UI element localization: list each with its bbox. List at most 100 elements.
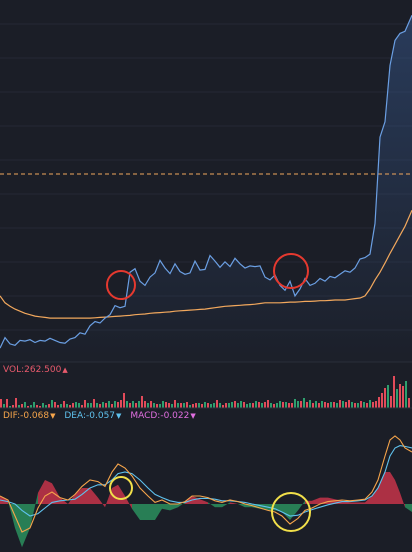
highlight-circle-yellow — [109, 476, 133, 500]
volume-bar — [342, 401, 344, 408]
volume-bar — [78, 403, 80, 408]
volume-bar — [384, 388, 386, 408]
price-line — [0, 15, 412, 349]
volume-bar — [36, 405, 38, 408]
volume-bar — [276, 403, 278, 408]
volume-bar — [270, 403, 272, 408]
volume-bar — [204, 402, 206, 408]
volume-bar — [183, 403, 185, 408]
dif-label: DIF:-0.068▼ — [3, 411, 56, 421]
volume-bar — [39, 406, 41, 408]
macd-bar — [162, 504, 170, 511]
macd-histogram — [0, 472, 412, 548]
volume-bar — [21, 404, 23, 408]
volume-bar — [84, 400, 86, 408]
macd-bar — [148, 504, 155, 520]
volume-bar — [3, 404, 5, 408]
volume-bar — [87, 403, 89, 408]
volume-bar — [177, 403, 179, 408]
volume-bar — [189, 405, 191, 408]
volume-bar — [312, 403, 314, 408]
volume-bar — [60, 404, 62, 408]
volume-bar — [345, 402, 347, 408]
macd-bar — [8, 500, 15, 528]
volume-bar — [327, 403, 329, 408]
macd-bar — [170, 504, 178, 511]
volume-bar — [138, 401, 140, 408]
volume-bar — [348, 400, 350, 408]
volume-bar — [99, 404, 101, 408]
volume-bar — [90, 403, 92, 408]
volume-bar — [294, 399, 296, 408]
volume-bar — [396, 389, 398, 408]
macd-bar — [90, 488, 98, 504]
volume-bar — [150, 401, 152, 408]
volume-bar — [255, 401, 257, 408]
volume-bar — [6, 399, 8, 408]
volume-bar — [222, 405, 224, 408]
volume-bar — [279, 401, 281, 408]
macd-bar — [358, 502, 365, 504]
macd-bar — [230, 502, 238, 504]
volume-bar — [231, 402, 233, 408]
price-area-fill — [0, 15, 412, 363]
macd-bar — [365, 496, 372, 504]
volume-bar — [168, 403, 170, 408]
volume-bar — [408, 398, 410, 408]
volume-bar — [117, 402, 119, 408]
volume-bar — [18, 405, 20, 408]
volume-bar — [135, 403, 137, 408]
volume-bar — [0, 399, 2, 408]
volume-bar — [9, 406, 11, 408]
volume-bar — [156, 404, 158, 408]
volume-bar — [363, 402, 365, 408]
volume-bar — [261, 403, 263, 408]
volume-bar — [111, 404, 113, 408]
macd-bar — [395, 480, 400, 504]
volume-bar — [387, 385, 389, 408]
volume-bar — [321, 401, 323, 408]
vol-label: VOL:262.500▲ — [3, 365, 68, 375]
macd-bar — [132, 504, 140, 520]
volume-bar — [51, 400, 53, 408]
macd-bar — [75, 488, 82, 504]
volume-bar — [27, 406, 29, 408]
volume-bar — [180, 403, 182, 408]
volume-bar — [141, 396, 143, 408]
macd-bar — [52, 483, 60, 504]
moving-average-line — [0, 209, 412, 319]
dea-line — [0, 445, 412, 517]
macd-bar — [400, 492, 405, 508]
volume-bar — [30, 405, 32, 408]
volume-bar — [75, 402, 77, 408]
macd-bar — [105, 488, 112, 508]
volume-bar — [45, 405, 47, 408]
volume-bar — [159, 404, 161, 408]
vol-label-row: VOL:262.500▲ — [3, 365, 74, 375]
volume-bar — [96, 403, 98, 408]
macd-label-row: DIF:-0.068▼ DEA:-0.057▼ MACD:-0.022▼ — [3, 411, 202, 421]
volume-bar — [66, 404, 68, 408]
macd-bar — [22, 504, 30, 548]
volume-bar — [309, 400, 311, 408]
volume-bar — [402, 386, 404, 408]
macd-bar — [0, 496, 8, 504]
volume-bar — [336, 403, 338, 408]
dea-label: DEA:-0.057▼ — [64, 411, 122, 421]
volume-bar — [153, 403, 155, 408]
highlight-circle-red — [273, 253, 309, 289]
volume-bar — [33, 402, 35, 408]
volume-panel — [0, 376, 410, 408]
volume-bar — [381, 393, 383, 408]
macd-bar — [140, 504, 148, 520]
volume-bar — [243, 402, 245, 408]
volume-bar — [225, 403, 227, 408]
volume-bar — [129, 403, 131, 408]
volume-bar — [246, 404, 248, 408]
volume-bar — [144, 401, 146, 408]
macd-panel — [0, 435, 412, 548]
volume-bar — [300, 401, 302, 408]
dif-line — [0, 435, 412, 533]
volume-bar — [258, 402, 260, 408]
macd-bar — [290, 504, 298, 520]
